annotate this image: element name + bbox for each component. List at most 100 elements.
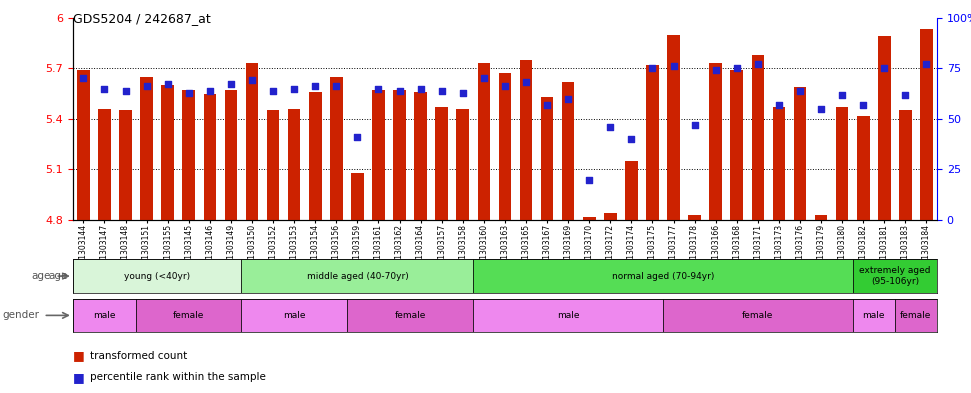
Bar [583,217,595,220]
Point [117,87,133,94]
Text: age: age [49,271,68,281]
Point [286,85,302,92]
Point [792,87,808,94]
Point [750,61,765,67]
Point [265,87,281,94]
Bar [646,65,658,220]
FancyBboxPatch shape [73,299,136,332]
Point [245,77,260,84]
Point [877,65,892,72]
Point [919,61,934,67]
Point [855,101,871,108]
Text: ■: ■ [73,371,84,384]
Point [708,67,723,73]
Bar [435,107,448,220]
Bar [287,109,300,220]
Text: ■: ■ [73,349,84,362]
Point [476,75,491,82]
Point [729,65,745,72]
Bar [246,63,258,220]
Bar [752,55,764,220]
Bar [140,77,152,220]
Point [771,101,787,108]
Text: female: female [742,311,774,320]
Text: middle aged (40-70yr): middle aged (40-70yr) [307,272,408,281]
Text: young (<40yr): young (<40yr) [124,272,190,281]
Point [160,81,176,88]
Bar [921,29,933,220]
Bar [309,92,321,220]
Point [645,65,660,72]
Text: extremely aged
(95-106yr): extremely aged (95-106yr) [859,266,930,286]
Point [202,87,218,94]
Point [434,87,450,94]
FancyBboxPatch shape [242,259,473,293]
Point [582,176,597,183]
Point [308,83,323,90]
Text: gender: gender [3,310,40,320]
Bar [899,110,912,220]
Point [519,79,534,86]
FancyBboxPatch shape [895,299,937,332]
Point [328,83,344,90]
Text: percentile rank within the sample: percentile rank within the sample [90,372,266,382]
Bar [773,107,786,220]
Bar [393,90,406,220]
Bar [625,161,638,220]
FancyBboxPatch shape [136,299,242,332]
Bar [456,109,469,220]
Bar [519,60,532,220]
FancyBboxPatch shape [242,299,347,332]
Point [455,90,471,96]
Bar [183,90,195,220]
Bar [98,109,111,220]
Point [371,85,386,92]
Point [603,124,619,130]
Bar [119,110,132,220]
Bar [793,87,806,220]
Bar [478,63,490,220]
Bar [267,110,280,220]
Bar [224,90,237,220]
Bar [161,85,174,220]
FancyBboxPatch shape [663,299,853,332]
Point [76,75,91,82]
Bar [330,77,343,220]
Point [97,85,113,92]
FancyBboxPatch shape [347,299,473,332]
Text: female: female [173,311,205,320]
Text: male: male [862,311,885,320]
Bar [836,107,849,220]
Text: GDS5204 / 242687_at: GDS5204 / 242687_at [73,12,211,25]
Point [686,122,702,128]
Point [181,90,196,96]
Text: female: female [900,311,931,320]
Bar [415,92,427,220]
Bar [857,116,870,220]
FancyBboxPatch shape [473,259,853,293]
Point [666,63,682,70]
Bar [604,213,617,220]
FancyBboxPatch shape [73,259,242,293]
Text: male: male [93,311,116,320]
Point [413,85,428,92]
Bar [372,90,385,220]
Point [814,106,829,112]
Bar [667,35,680,220]
Bar [541,97,553,220]
Bar [77,70,89,220]
Point [834,92,850,98]
Text: normal aged (70-94yr): normal aged (70-94yr) [612,272,715,281]
Bar [688,215,701,220]
Point [139,83,154,90]
FancyBboxPatch shape [473,299,663,332]
Point [391,87,407,94]
Text: transformed count: transformed count [90,351,187,361]
FancyBboxPatch shape [853,259,937,293]
Bar [710,63,722,220]
FancyBboxPatch shape [853,299,895,332]
Bar [815,215,827,220]
Bar [498,73,512,220]
Point [350,134,365,140]
Point [539,101,554,108]
